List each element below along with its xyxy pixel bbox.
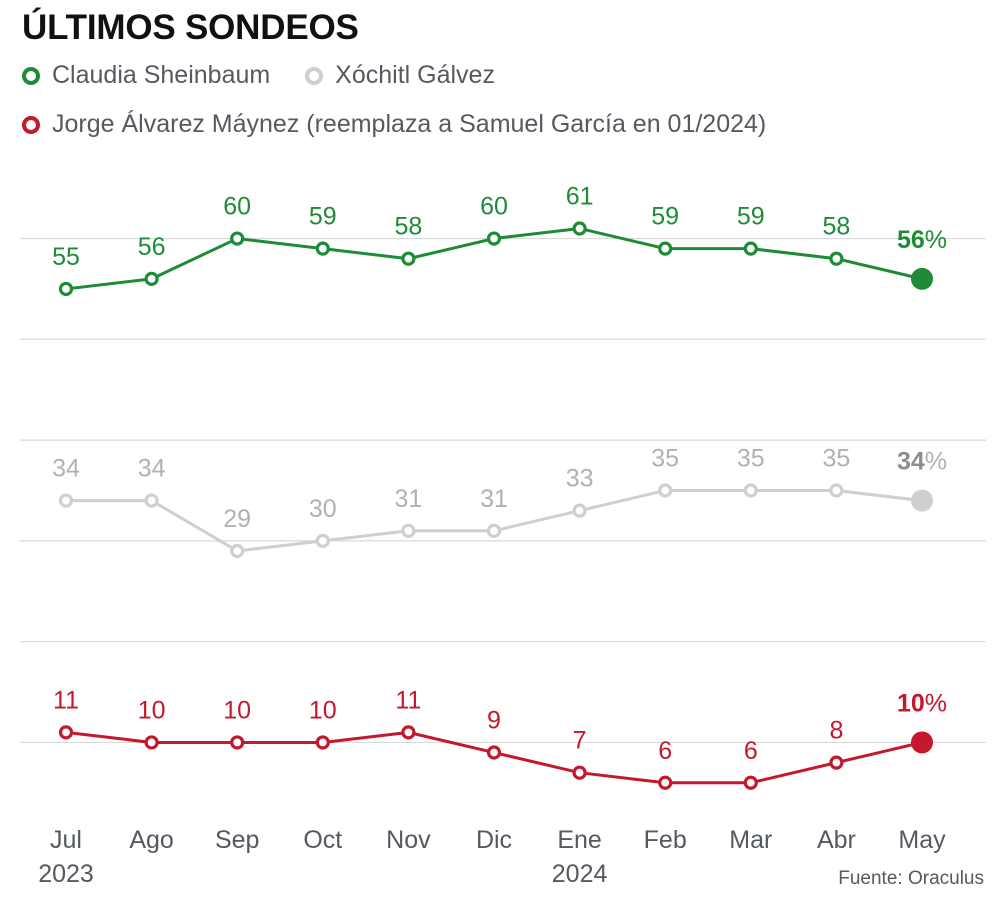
data-point-xochitl-galvez-4 bbox=[401, 523, 416, 538]
data-label-xochitl-galvez-9: 35 bbox=[822, 445, 850, 473]
data-label-claudia-sheinbaum-3: 59 bbox=[309, 203, 337, 231]
data-label-xochitl-galvez-4: 31 bbox=[394, 485, 422, 513]
x-year-label-2024: 2024 bbox=[552, 860, 608, 888]
x-tick-label-may: May bbox=[898, 826, 946, 854]
data-point-claudia-sheinbaum-2 bbox=[230, 231, 245, 246]
data-label-xochitl-galvez-10: 34% bbox=[897, 448, 947, 476]
data-point-claudia-sheinbaum-7 bbox=[658, 241, 673, 256]
data-point-jorge-alvarez-10 bbox=[911, 731, 933, 754]
data-label-xochitl-galvez-1: 34 bbox=[138, 455, 166, 483]
data-point-claudia-sheinbaum-6 bbox=[572, 221, 587, 236]
x-tick-label-jul: Jul bbox=[50, 826, 82, 854]
data-point-xochitl-galvez-3 bbox=[315, 533, 330, 548]
legend-item-maynez: Jorge Álvarez Máynez (reemplaza a Samuel… bbox=[22, 110, 766, 139]
data-label-claudia-sheinbaum-1: 56 bbox=[138, 233, 166, 261]
data-point-claudia-sheinbaum-10 bbox=[911, 267, 933, 290]
data-label-claudia-sheinbaum-8: 59 bbox=[737, 203, 765, 231]
data-point-jorge-alvarez-4 bbox=[401, 725, 416, 740]
data-point-claudia-sheinbaum-8 bbox=[743, 241, 758, 256]
data-point-xochitl-galvez-8 bbox=[743, 483, 758, 498]
data-label-jorge-alvarez-4: 11 bbox=[395, 686, 421, 714]
data-label-jorge-alvarez-6: 7 bbox=[573, 727, 587, 755]
x-year-label-2023: 2023 bbox=[38, 860, 94, 888]
data-point-claudia-sheinbaum-3 bbox=[315, 241, 330, 256]
data-point-jorge-alvarez-5 bbox=[486, 745, 502, 760]
data-point-xochitl-galvez-6 bbox=[572, 503, 587, 518]
data-point-jorge-alvarez-6 bbox=[572, 765, 587, 780]
x-tick-label-mar: Mar bbox=[729, 826, 772, 854]
chart-title: ÚLTIMOS SONDEOS bbox=[22, 8, 359, 47]
data-point-xochitl-galvez-1 bbox=[144, 493, 159, 508]
x-tick-label-abr: Abr bbox=[817, 826, 856, 854]
data-label-jorge-alvarez-3: 10 bbox=[309, 696, 337, 724]
data-label-claudia-sheinbaum-10: 56% bbox=[897, 226, 947, 254]
legend-label-maynez: Jorge Álvarez Máynez (reemplaza a Samuel… bbox=[52, 110, 767, 138]
legend-dot-red-icon bbox=[22, 115, 40, 134]
data-point-jorge-alvarez-7 bbox=[658, 775, 673, 790]
data-point-claudia-sheinbaum-9 bbox=[829, 251, 844, 266]
x-tick-label-oct: Oct bbox=[303, 826, 342, 854]
data-point-xochitl-galvez-7 bbox=[658, 483, 673, 498]
data-label-claudia-sheinbaum-4: 58 bbox=[394, 213, 422, 241]
data-label-jorge-alvarez-2: 10 bbox=[223, 696, 251, 724]
data-point-claudia-sheinbaum-5 bbox=[486, 231, 502, 246]
data-label-jorge-alvarez-10: 10% bbox=[897, 689, 947, 717]
legend-label-galvez: Xóchitl Gálvez bbox=[335, 61, 495, 89]
data-point-claudia-sheinbaum-1 bbox=[144, 271, 159, 286]
data-label-xochitl-galvez-7: 35 bbox=[651, 445, 679, 473]
legend-label-sheinbaum: Claudia Sheinbaum bbox=[52, 61, 271, 89]
data-label-claudia-sheinbaum-6: 61 bbox=[566, 182, 594, 210]
data-label-xochitl-galvez-2: 29 bbox=[223, 505, 251, 533]
data-label-xochitl-galvez-0: 34 bbox=[52, 455, 80, 483]
data-label-xochitl-galvez-8: 35 bbox=[737, 445, 765, 473]
data-label-xochitl-galvez-3: 30 bbox=[309, 495, 337, 523]
data-point-jorge-alvarez-8 bbox=[743, 775, 758, 790]
x-tick-label-sep: Sep bbox=[215, 826, 259, 854]
data-point-claudia-sheinbaum-4 bbox=[401, 251, 416, 266]
data-point-jorge-alvarez-1 bbox=[144, 735, 159, 750]
data-point-xochitl-galvez-10 bbox=[911, 489, 933, 512]
data-label-claudia-sheinbaum-7: 59 bbox=[651, 203, 679, 231]
x-tick-label-feb: Feb bbox=[644, 826, 687, 854]
x-tick-label-nov: Nov bbox=[386, 826, 431, 854]
data-point-xochitl-galvez-5 bbox=[486, 523, 502, 538]
x-tick-label-dic: Dic bbox=[476, 826, 512, 854]
data-point-jorge-alvarez-2 bbox=[230, 735, 245, 750]
source-note: Fuente: Oraculus bbox=[838, 868, 984, 889]
data-point-jorge-alvarez-0 bbox=[58, 725, 74, 740]
data-point-claudia-sheinbaum-0 bbox=[58, 281, 74, 297]
data-label-claudia-sheinbaum-5: 60 bbox=[480, 193, 508, 221]
data-label-xochitl-galvez-6: 33 bbox=[566, 465, 594, 493]
data-label-jorge-alvarez-0: 11 bbox=[53, 686, 79, 714]
data-point-jorge-alvarez-9 bbox=[829, 755, 844, 770]
x-tick-label-ago: Ago bbox=[129, 826, 173, 854]
data-label-jorge-alvarez-9: 8 bbox=[829, 717, 843, 745]
data-point-jorge-alvarez-3 bbox=[315, 735, 330, 750]
legend-item-galvez: Xóchitl Gálvez bbox=[305, 61, 495, 90]
legend-item-sheinbaum: Claudia Sheinbaum bbox=[22, 61, 270, 90]
data-label-claudia-sheinbaum-9: 58 bbox=[822, 213, 850, 241]
x-tick-label-ene: Ene bbox=[557, 826, 601, 854]
data-point-xochitl-galvez-2 bbox=[230, 543, 245, 559]
data-label-jorge-alvarez-8: 6 bbox=[744, 737, 758, 765]
data-label-jorge-alvarez-5: 9 bbox=[487, 707, 501, 735]
data-label-jorge-alvarez-1: 10 bbox=[138, 696, 166, 724]
data-label-xochitl-galvez-5: 31 bbox=[480, 485, 508, 513]
data-label-claudia-sheinbaum-2: 60 bbox=[223, 193, 251, 221]
legend-dot-green-icon bbox=[22, 66, 40, 85]
legend: Claudia Sheinbaum Xóchitl Gálvez bbox=[22, 61, 523, 92]
data-label-claudia-sheinbaum-0: 55 bbox=[52, 243, 80, 271]
data-label-jorge-alvarez-7: 6 bbox=[658, 737, 672, 765]
data-point-xochitl-galvez-0 bbox=[58, 493, 74, 508]
data-point-xochitl-galvez-9 bbox=[829, 483, 844, 498]
legend-dot-gray-icon bbox=[305, 66, 324, 85]
legend-row-2: Jorge Álvarez Máynez (reemplaza a Samuel… bbox=[22, 110, 794, 141]
